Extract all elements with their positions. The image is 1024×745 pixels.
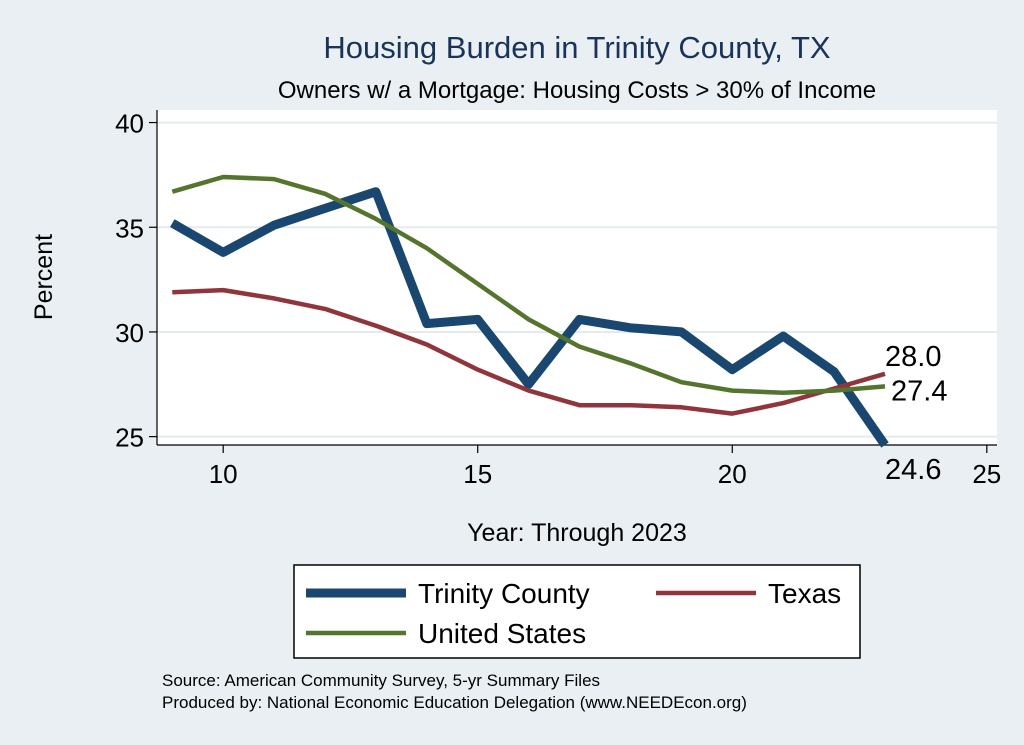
series-line-trinity-county <box>170 187 889 448</box>
end-label-trinity-county: 24.6 <box>885 454 941 486</box>
x-tick-label-20: 20 <box>718 459 747 489</box>
series <box>170 174 889 448</box>
x-axis-title: Year: Through 2023 <box>467 519 687 547</box>
x-tick-label-10: 10 <box>209 459 238 489</box>
legend-items: Trinity County Texas United States <box>306 578 841 649</box>
legend <box>293 564 861 659</box>
y-tick-label-25: 25 <box>115 423 144 453</box>
end-label-united-states: 27.4 <box>891 375 947 407</box>
y-tick-label-30: 30 <box>115 318 144 348</box>
y-tick-label-40: 40 <box>115 109 144 139</box>
produced-by-note: Produced by: National Economic Education… <box>162 693 747 712</box>
chart-title: Housing Burden in Trinity County, TX <box>323 30 830 65</box>
x-tick-label-15: 15 <box>463 459 492 489</box>
end-label-texas: 28.0 <box>885 341 941 373</box>
ticks: 25 30 35 40 10 15 20 25 <box>115 109 1001 489</box>
source-note: Source: American Community Survey, 5-yr … <box>162 671 600 690</box>
chart-subtitle: Owners w/ a Mortgage: Housing Costs > 30… <box>278 77 876 104</box>
series-line-texas <box>172 287 886 416</box>
y-axis-title: Percent <box>30 234 58 320</box>
series-line-united-states <box>171 174 886 395</box>
legend-label-united-states: United States <box>418 618 586 649</box>
y-tick-label-35: 35 <box>115 213 144 243</box>
x-tick-label-25: 25 <box>972 459 1001 489</box>
legend-label-trinity-county: Trinity County <box>418 578 590 609</box>
grid <box>157 121 997 438</box>
end-labels: 24.6 28.027.4 <box>885 341 947 486</box>
plot-area <box>157 110 997 445</box>
legend-label-texas: Texas <box>768 578 841 609</box>
